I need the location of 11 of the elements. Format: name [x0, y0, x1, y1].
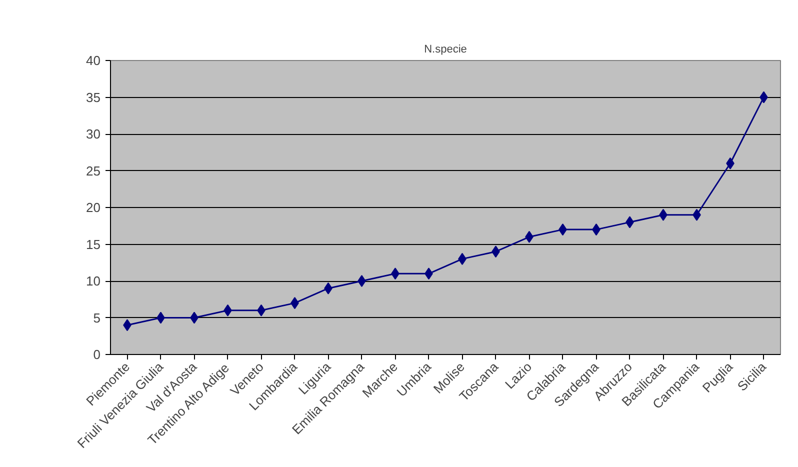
- y-tick-label: 35: [86, 90, 101, 105]
- y-tick-label: 10: [86, 274, 101, 288]
- y-tick-label: 5: [93, 310, 101, 326]
- y-tick-label: 15: [86, 236, 101, 252]
- y-tick-label: 20: [86, 200, 101, 215]
- chart-title: N.specie: [424, 44, 467, 56]
- y-tick-label: 30: [86, 126, 101, 142]
- y-tick-label: 0: [93, 347, 101, 362]
- y-tick-label: 40: [86, 53, 101, 68]
- point: [358, 275, 366, 287]
- y-tick-label: 25: [86, 163, 101, 178]
